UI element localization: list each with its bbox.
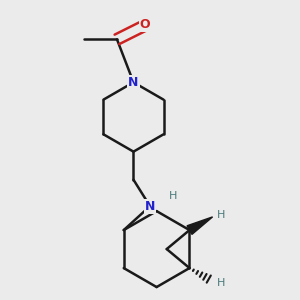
Text: N: N	[128, 76, 139, 89]
Text: H: H	[217, 210, 225, 220]
Text: H: H	[169, 191, 177, 201]
Text: O: O	[140, 18, 150, 31]
Polygon shape	[187, 217, 213, 234]
Text: H: H	[217, 278, 225, 288]
Text: N: N	[145, 200, 155, 213]
